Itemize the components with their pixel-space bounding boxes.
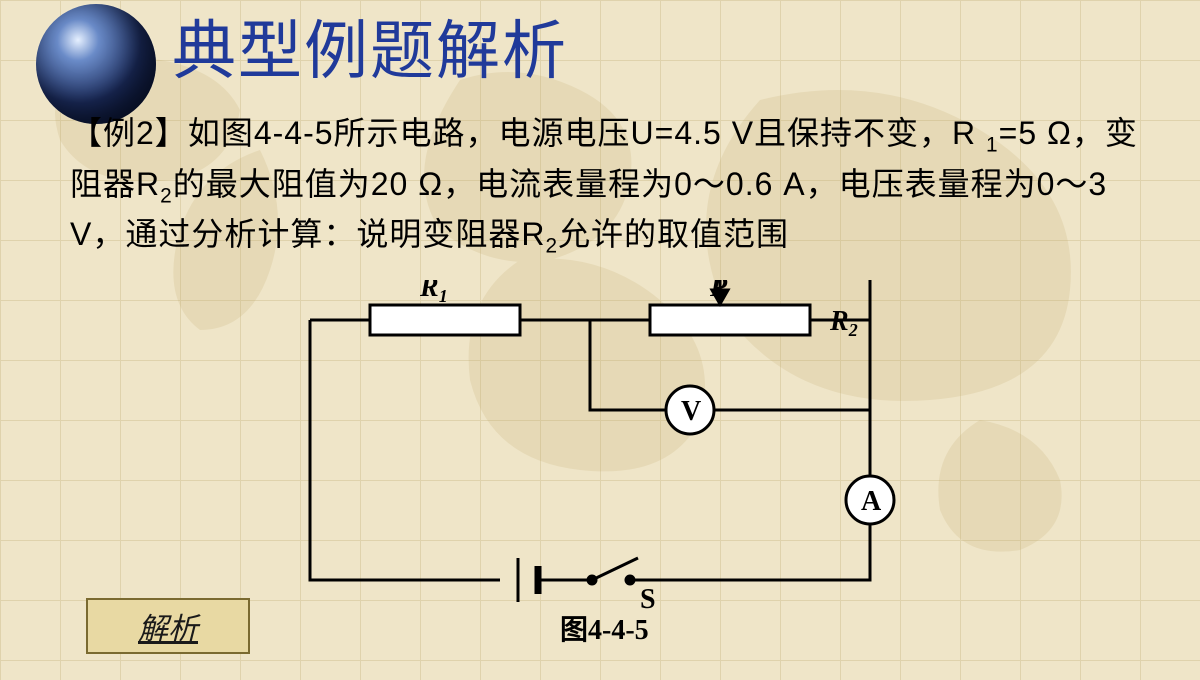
label-r1: R bbox=[419, 280, 439, 303]
label-v: V bbox=[681, 396, 701, 427]
label-r2-sub: 2 bbox=[848, 320, 858, 340]
svg-text:R1: R1 bbox=[419, 280, 448, 306]
problem-body: 如图4-4-5所示电路，电源电压U=4.5 V且保持不变，R 1=5 Ω，变阻器… bbox=[70, 115, 1138, 252]
problem-text: 【例2】如图4-4-5所示电路，电源电压U=4.5 V且保持不变，R 1=5 Ω… bbox=[70, 110, 1140, 262]
problem-label: 【例2】 bbox=[70, 115, 188, 151]
slide-title: 典型例题解析 bbox=[172, 0, 568, 92]
analysis-button[interactable]: 解析 bbox=[86, 598, 250, 654]
svg-text:R2: R2 bbox=[829, 306, 858, 340]
slide: 典型例题解析 【例2】如图4-4-5所示电路，电源电压U=4.5 V且保持不变，… bbox=[0, 0, 1200, 680]
label-p: P bbox=[709, 280, 728, 303]
label-a: A bbox=[861, 486, 882, 517]
figure-label: 图4-4-5 bbox=[560, 608, 649, 648]
globe-icon bbox=[36, 4, 156, 124]
label-r2: R bbox=[829, 306, 849, 337]
circuit-diagram: R1 P R2 V A S bbox=[270, 280, 910, 610]
label-s: S bbox=[640, 584, 656, 610]
analysis-button-label: 解析 bbox=[138, 604, 198, 648]
label-r1-sub: 1 bbox=[439, 286, 448, 306]
